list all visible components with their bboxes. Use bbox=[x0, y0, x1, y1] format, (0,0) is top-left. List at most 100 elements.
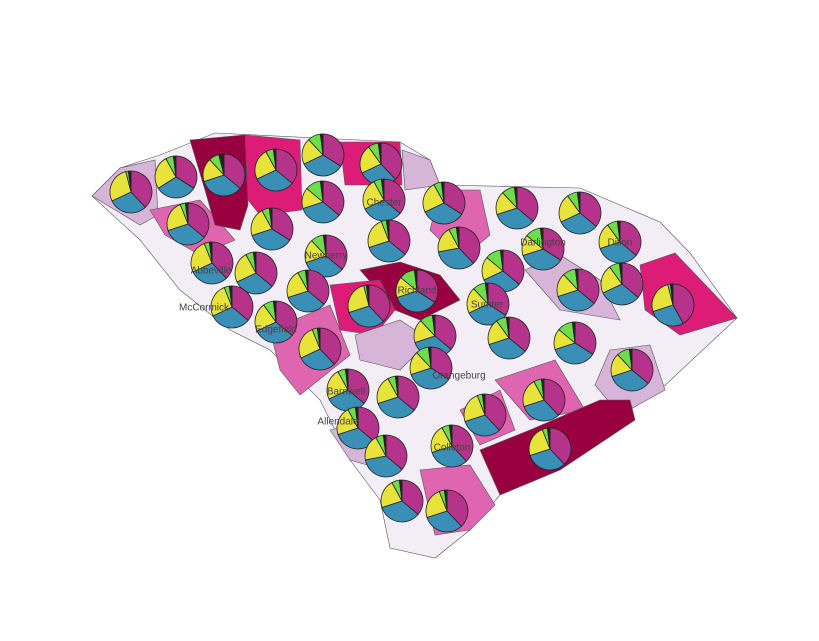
pie-slice bbox=[574, 268, 579, 291]
pie-slice bbox=[385, 434, 408, 470]
pie-slice bbox=[368, 284, 391, 322]
pie-slice bbox=[484, 393, 507, 431]
pie-slice bbox=[616, 220, 621, 243]
pie-slice bbox=[275, 148, 298, 184]
pie-slice bbox=[631, 348, 654, 384]
pie-slice bbox=[619, 220, 642, 256]
pie-slice bbox=[621, 262, 644, 298]
pie-slice bbox=[236, 272, 273, 295]
pie-slice bbox=[618, 262, 623, 285]
county-label: Orangeburg bbox=[432, 371, 485, 382]
pie-slice bbox=[380, 142, 403, 180]
pie-slice bbox=[255, 251, 278, 287]
pie-slice bbox=[505, 316, 510, 339]
pie-slice bbox=[382, 434, 387, 457]
pie-slice bbox=[488, 337, 526, 360]
pie bbox=[600, 262, 644, 306]
pie-slice bbox=[628, 348, 633, 371]
pie-slice bbox=[496, 207, 534, 230]
pie bbox=[553, 321, 597, 365]
pie-slice bbox=[522, 248, 562, 271]
pie-slice bbox=[652, 304, 684, 327]
pie bbox=[422, 181, 466, 225]
pie-slice bbox=[434, 314, 457, 350]
pie-slice bbox=[458, 226, 481, 264]
pie-slice bbox=[377, 396, 415, 419]
pie bbox=[359, 142, 403, 186]
pie-slice bbox=[443, 489, 448, 512]
pie-slice bbox=[540, 378, 545, 401]
pie-slice bbox=[167, 223, 205, 246]
county-label: Colleton bbox=[434, 443, 471, 454]
pie-slice bbox=[287, 290, 325, 313]
pie bbox=[234, 251, 278, 295]
pie-slice bbox=[316, 327, 321, 350]
pie-slice bbox=[516, 186, 539, 222]
pie-slice bbox=[362, 181, 385, 210]
pie-slice bbox=[383, 178, 406, 214]
pie-slice bbox=[325, 234, 348, 270]
pie bbox=[380, 479, 424, 523]
county-label: Newberry bbox=[305, 251, 348, 262]
pie-slice bbox=[322, 234, 327, 257]
pie-slice bbox=[127, 170, 132, 193]
pie-slice bbox=[508, 316, 531, 352]
pie-slice bbox=[576, 191, 581, 214]
pie bbox=[430, 424, 474, 468]
pie-slice bbox=[446, 489, 469, 527]
pie bbox=[610, 348, 654, 392]
pie-slice bbox=[218, 153, 225, 176]
pie-slice bbox=[223, 153, 246, 189]
pie bbox=[286, 269, 330, 313]
pie-slice bbox=[380, 178, 385, 201]
pie-slice bbox=[272, 300, 277, 323]
pie-slice bbox=[398, 479, 403, 502]
pie-slice bbox=[396, 290, 436, 313]
pie-slice bbox=[388, 219, 411, 255]
pie bbox=[347, 284, 391, 328]
pie-slice bbox=[426, 510, 462, 533]
pie-slice bbox=[211, 241, 234, 279]
pie bbox=[528, 427, 572, 471]
pie bbox=[202, 153, 246, 197]
pie-slice bbox=[448, 424, 453, 447]
pie bbox=[558, 191, 602, 235]
pie-slice bbox=[256, 321, 293, 344]
pie bbox=[463, 393, 507, 437]
pie-slice bbox=[484, 282, 489, 305]
pie-slice bbox=[344, 368, 349, 391]
pie-slice bbox=[326, 371, 349, 400]
pie-slice bbox=[208, 241, 213, 264]
pie bbox=[425, 489, 469, 533]
pie-slice bbox=[422, 184, 445, 213]
pie-slice bbox=[499, 249, 504, 272]
pie-slice bbox=[529, 448, 565, 471]
pie-slice bbox=[440, 181, 445, 204]
pie-slice bbox=[275, 300, 298, 336]
pie-slice bbox=[254, 151, 277, 180]
county-label: Darlington bbox=[520, 238, 566, 249]
pie-slice bbox=[272, 148, 277, 171]
pie-slice bbox=[401, 479, 424, 515]
pie-slice bbox=[322, 180, 345, 216]
pie-slice bbox=[252, 251, 257, 274]
pie-slice bbox=[234, 254, 257, 283]
pie-slice bbox=[365, 284, 370, 307]
pie-slice bbox=[455, 226, 460, 249]
pie-slice bbox=[513, 186, 518, 209]
pie-slice bbox=[154, 158, 177, 189]
pie-slice bbox=[651, 284, 674, 312]
county-label: Dillon bbox=[607, 238, 632, 249]
pie-slice bbox=[571, 321, 576, 344]
pie-slice bbox=[231, 285, 254, 321]
pie bbox=[487, 316, 531, 360]
pie-slice bbox=[377, 142, 382, 165]
pie-slice bbox=[502, 249, 525, 285]
pie-slice bbox=[543, 378, 566, 416]
pie bbox=[437, 226, 481, 270]
pie-slice bbox=[251, 228, 291, 251]
pie-slice bbox=[304, 269, 309, 292]
pie-slice bbox=[397, 375, 420, 411]
pie-slice bbox=[579, 191, 602, 227]
pie-slice bbox=[364, 455, 403, 478]
